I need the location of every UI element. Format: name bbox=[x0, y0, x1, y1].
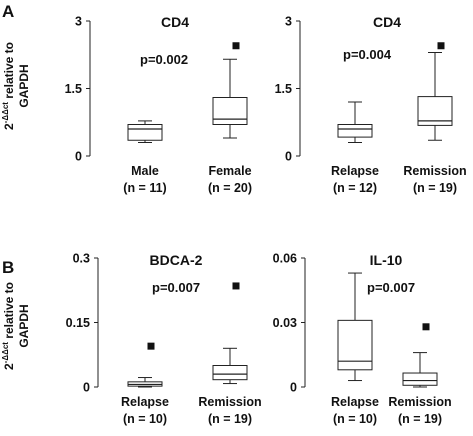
box-female bbox=[212, 42, 248, 139]
y-tick-label: 0 bbox=[83, 381, 90, 395]
box-relapse bbox=[337, 101, 373, 143]
y-tick-label: 0.06 bbox=[273, 252, 297, 266]
category-n-label: (n = 10) bbox=[333, 412, 377, 426]
box-male bbox=[127, 120, 163, 143]
y-tick-label: 0.03 bbox=[273, 316, 297, 330]
y-tick-label: 3 bbox=[75, 15, 82, 29]
category-label: Relapse bbox=[121, 395, 169, 409]
y-tick-label: 1.5 bbox=[65, 82, 82, 96]
y-axis-label-a: 2-ΔΔct relative to GAPDH bbox=[1, 42, 31, 130]
category-label: Male bbox=[131, 164, 159, 178]
p-value-annotation: p=0.007 bbox=[152, 280, 200, 295]
category-label: Relapse bbox=[331, 164, 379, 178]
category-label: Relapse bbox=[331, 395, 379, 409]
iqr-box bbox=[212, 365, 248, 381]
category-n-label: (n = 19) bbox=[398, 412, 442, 426]
chart-panel-4: 0 0.03 0.06 IL-10 p=0.007 Relapse (n = 10) Remi… bbox=[273, 252, 452, 427]
chart-panel-2: 0 1.5 3 CD4 p=0.004 Relapse (n = 12) Remission (… bbox=[275, 14, 467, 195]
category-n-label: (n = 20) bbox=[208, 181, 252, 195]
category-n-label: (n = 19) bbox=[413, 181, 457, 195]
category-label: Remission bbox=[198, 395, 261, 409]
iqr-box bbox=[337, 124, 373, 138]
box-remission bbox=[402, 323, 438, 388]
y-axis-label-line2: GAPDH bbox=[17, 64, 31, 107]
y-tick-label: 0.3 bbox=[73, 252, 90, 266]
p-value-annotation: p=0.002 bbox=[140, 52, 188, 67]
category-n-label: (n = 10) bbox=[123, 412, 167, 426]
y-axis-label-line1: 2-ΔΔct relative to bbox=[1, 42, 16, 130]
outlier-point bbox=[232, 42, 240, 50]
chart-panel-1: 0 1.5 3 CD4 p=0.002 Male (n = 11) Female (n = 20… bbox=[65, 14, 252, 195]
outlier-point bbox=[437, 42, 445, 50]
box-relapse bbox=[127, 342, 163, 388]
iqr-box bbox=[337, 319, 373, 371]
y-tick-label: 3 bbox=[285, 15, 292, 29]
outlier-point bbox=[422, 323, 430, 331]
chart-title: CD4 bbox=[161, 14, 189, 30]
chart-title: BDCA-2 bbox=[150, 252, 203, 268]
y-axis-label-line1: 2-ΔΔct relative to bbox=[1, 282, 16, 370]
y-axis-label-b: 2-ΔΔct relative to GAPDH bbox=[1, 282, 31, 370]
category-n-label: (n = 12) bbox=[333, 181, 377, 195]
chart-title: CD4 bbox=[373, 14, 401, 30]
p-value-annotation: p=0.007 bbox=[367, 280, 415, 295]
outlier-point bbox=[147, 342, 155, 350]
category-label: Remission bbox=[403, 164, 466, 178]
y-tick-label: 0.15 bbox=[66, 316, 90, 330]
category-n-label: (n = 11) bbox=[123, 181, 166, 195]
panel-letter-a: A bbox=[2, 2, 14, 21]
chart-panel-3: 0 0.15 0.3 BDCA-2 p=0.007 Relapse (n = 10) Remi… bbox=[66, 252, 262, 427]
iqr-box bbox=[127, 124, 163, 141]
iqr-box bbox=[402, 372, 438, 386]
category-label: Remission bbox=[388, 395, 451, 409]
y-tick-label: 1.5 bbox=[275, 82, 292, 96]
y-tick-label: 0 bbox=[285, 150, 292, 164]
y-tick-label: 0 bbox=[75, 150, 82, 164]
chart-title: IL-10 bbox=[370, 252, 403, 268]
box-remission bbox=[212, 282, 248, 385]
iqr-box bbox=[212, 97, 248, 125]
panel-letter-b: B bbox=[2, 258, 14, 277]
category-label: Female bbox=[208, 164, 251, 178]
p-value-annotation: p=0.004 bbox=[343, 47, 392, 62]
box-relapse bbox=[337, 272, 373, 382]
box-remission bbox=[417, 42, 453, 141]
y-axis-label-line2: GAPDH bbox=[17, 304, 31, 347]
y-tick-label: 0 bbox=[290, 381, 297, 395]
category-n-label: (n = 19) bbox=[208, 412, 252, 426]
outlier-point bbox=[232, 282, 240, 290]
